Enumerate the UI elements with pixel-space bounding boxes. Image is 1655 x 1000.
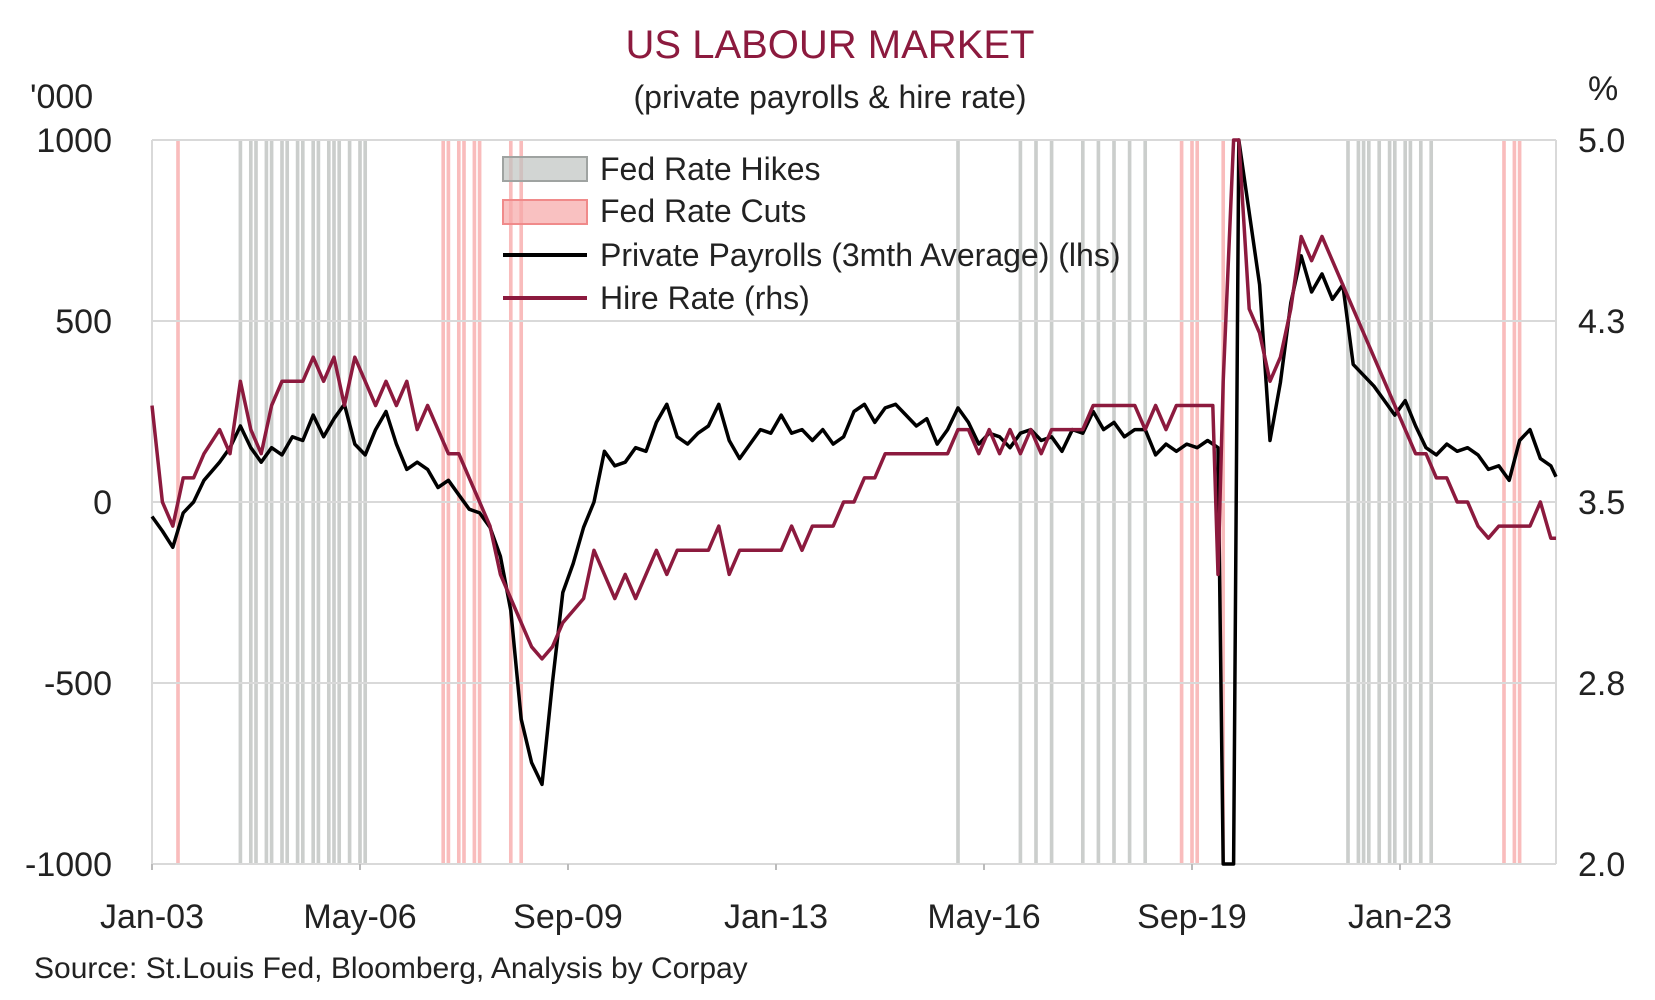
right-tick-4: 2.0 [1578,846,1625,884]
series-lines [150,138,1558,866]
legend-swatch-hikes [502,156,588,182]
legend-label-cuts: Fed Rate Cuts [600,193,806,229]
source-note: Source: St.Louis Fed, Bloomberg, Analysi… [34,952,748,985]
x-tick-6: Jan-23 [1348,898,1452,936]
x-tick-5: Sep-19 [1137,898,1247,936]
chart-title: US LABOUR MARKET [626,23,1035,67]
axis-tick-labels: 1000 5.0 500 4.3 0 3.5 -500 2.8 -1000 2.0 Jan-03 Ma… [25,122,1625,936]
left-tick-0: 1000 [36,122,112,160]
legend-label-hikes: Fed Rate Hikes [600,151,821,187]
x-tick-1: May-06 [303,898,416,936]
left-axis-unit: '000 [30,78,93,116]
right-tick-3: 2.8 [1578,665,1625,703]
series-line-hire-rate [150,138,1556,661]
right-tick-1: 4.3 [1578,303,1625,341]
series-line-payrolls [150,138,1558,866]
right-tick-0: 5.0 [1578,122,1625,160]
x-tick-0: Jan-03 [100,898,204,936]
x-tick-3: Jan-13 [724,898,828,936]
left-tick-3: -500 [44,665,112,703]
legend: Fed Rate Hikes Fed Rate Cuts Private Pay… [502,151,1120,316]
legend-label-hire-rate: Hire Rate (rhs) [600,280,810,316]
legend-label-payrolls: Private Payrolls (3mth Average) (lhs) [600,237,1120,273]
right-tick-2: 3.5 [1578,484,1625,522]
chart-subtitle: (private payrolls & hire rate) [633,79,1026,115]
left-tick-4: -1000 [25,846,112,884]
left-tick-1: 500 [55,303,112,341]
legend-swatch-cuts [502,199,588,225]
x-tick-2: Sep-09 [513,898,623,936]
left-tick-2: 0 [93,484,112,522]
x-tick-4: May-16 [927,898,1040,936]
right-axis-unit: % [1588,70,1618,108]
